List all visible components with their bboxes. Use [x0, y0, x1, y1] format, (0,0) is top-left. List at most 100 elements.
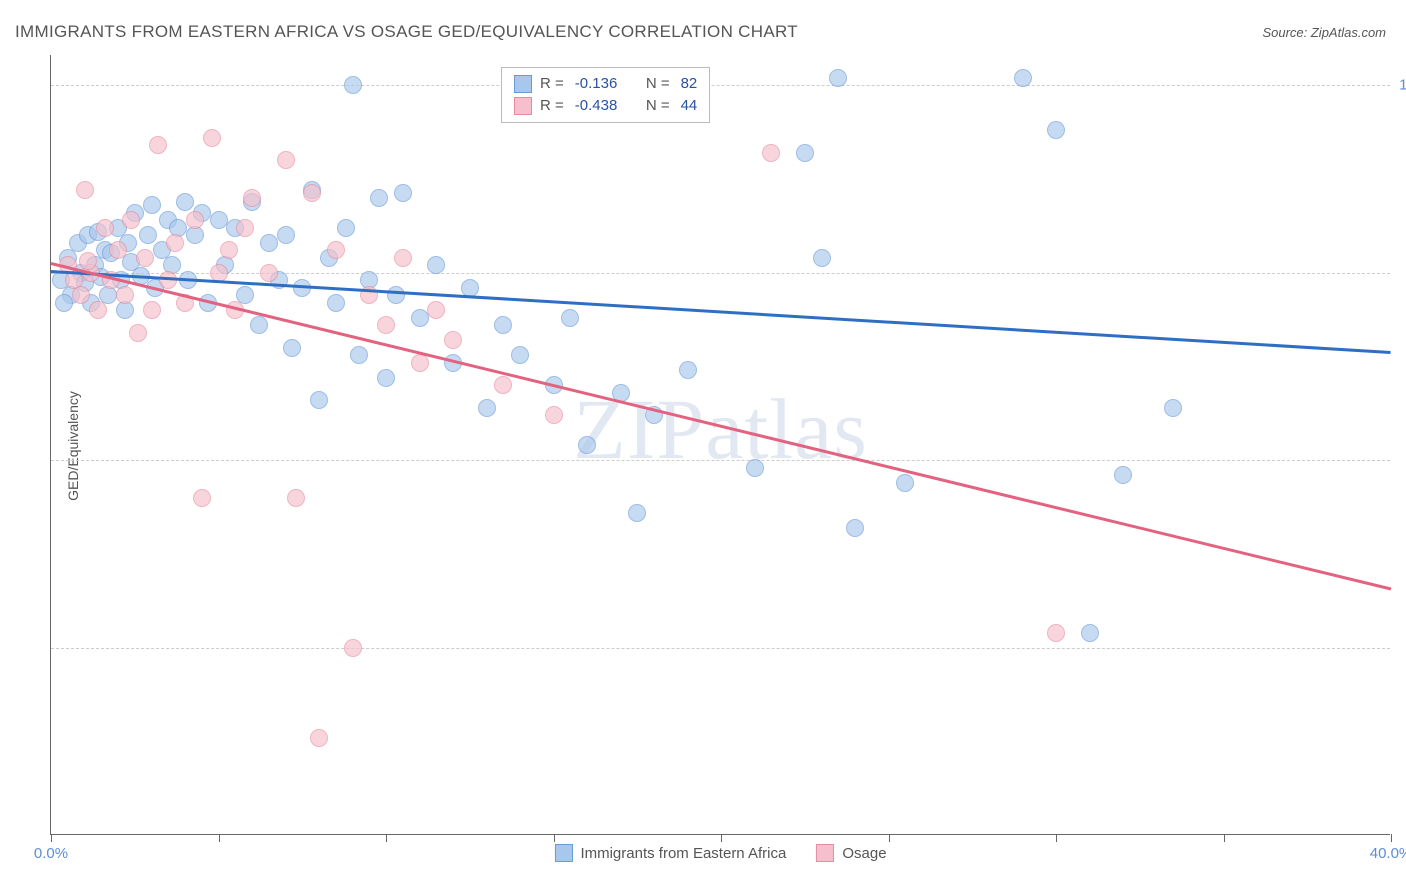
scatter-point: [166, 234, 184, 252]
scatter-point: [139, 226, 157, 244]
legend-swatch: [514, 97, 532, 115]
scatter-point: [220, 241, 238, 259]
scatter-point: [1114, 466, 1132, 484]
scatter-point: [578, 436, 596, 454]
scatter-point: [494, 316, 512, 334]
y-tick-label: 100.0%: [1399, 77, 1406, 94]
scatter-point: [143, 196, 161, 214]
scatter-point: [236, 219, 254, 237]
scatter-point: [411, 309, 429, 327]
x-tick: [1391, 834, 1392, 842]
scatter-point: [143, 301, 161, 319]
scatter-point: [76, 181, 94, 199]
correlation-chart: IMMIGRANTS FROM EASTERN AFRICA VS OSAGE …: [0, 0, 1406, 892]
series-legend-label: Osage: [842, 845, 886, 862]
scatter-point: [116, 286, 134, 304]
scatter-point: [136, 249, 154, 267]
scatter-point: [350, 346, 368, 364]
scatter-point: [96, 219, 114, 237]
x-tick: [1056, 834, 1057, 842]
stats-legend: R = -0.136 N = 82 R = -0.438 N = 44: [501, 67, 710, 123]
scatter-point: [327, 294, 345, 312]
scatter-point: [149, 136, 167, 154]
scatter-point: [310, 391, 328, 409]
scatter-point: [203, 129, 221, 147]
scatter-point: [72, 286, 90, 304]
scatter-point: [327, 241, 345, 259]
scatter-point: [478, 399, 496, 417]
legend-n-value: 82: [681, 73, 698, 95]
scatter-point: [829, 69, 847, 87]
scatter-point: [377, 369, 395, 387]
scatter-point: [79, 252, 97, 270]
scatter-point: [260, 264, 278, 282]
stats-legend-row: R = -0.136 N = 82: [514, 73, 697, 95]
series-legend-item: Immigrants from Eastern Africa: [554, 844, 786, 862]
scatter-point: [1014, 69, 1032, 87]
series-legend-item: Osage: [816, 844, 886, 862]
scatter-point: [796, 144, 814, 162]
scatter-point: [344, 76, 362, 94]
series-legend-label: Immigrants from Eastern Africa: [580, 845, 786, 862]
scatter-point: [762, 144, 780, 162]
legend-swatch: [514, 75, 532, 93]
scatter-point: [494, 376, 512, 394]
scatter-point: [746, 459, 764, 477]
x-tick: [554, 834, 555, 842]
scatter-point: [461, 279, 479, 297]
scatter-point: [511, 346, 529, 364]
scatter-point: [370, 189, 388, 207]
scatter-point: [679, 361, 697, 379]
scatter-point: [411, 354, 429, 372]
scatter-point: [1164, 399, 1182, 417]
series-legend: Immigrants from Eastern Africa Osage: [554, 844, 886, 862]
scatter-point: [444, 331, 462, 349]
scatter-point: [427, 301, 445, 319]
scatter-point: [277, 226, 295, 244]
stats-legend-row: R = -0.438 N = 44: [514, 95, 697, 117]
plot-area: ZIPatlas 62.5%75.0%87.5%100.0%0.0%40.0%R…: [50, 55, 1390, 835]
scatter-point: [896, 474, 914, 492]
scatter-point: [176, 193, 194, 211]
x-tick: [51, 834, 52, 842]
x-tick: [1224, 834, 1225, 842]
scatter-point: [277, 151, 295, 169]
scatter-point: [846, 519, 864, 537]
legend-n-label: N =: [646, 73, 670, 95]
scatter-point: [243, 189, 261, 207]
scatter-point: [122, 211, 140, 229]
legend-n-value: 44: [681, 95, 698, 117]
scatter-point: [545, 406, 563, 424]
scatter-point: [109, 241, 127, 259]
x-tick: [219, 834, 220, 842]
scatter-point: [303, 184, 321, 202]
scatter-point: [628, 504, 646, 522]
scatter-point: [394, 249, 412, 267]
scatter-point: [1047, 624, 1065, 642]
legend-r-value: -0.136: [575, 73, 618, 95]
scatter-point: [377, 316, 395, 334]
scatter-point: [387, 286, 405, 304]
chart-source: Source: ZipAtlas.com: [1262, 25, 1386, 40]
legend-r-value: -0.438: [575, 95, 618, 117]
x-tick: [386, 834, 387, 842]
scatter-point: [89, 301, 107, 319]
legend-swatch: [816, 844, 834, 862]
scatter-point: [193, 489, 211, 507]
scatter-point: [283, 339, 301, 357]
scatter-point: [427, 256, 445, 274]
legend-r-label: R =: [540, 95, 564, 117]
x-tick: [721, 834, 722, 842]
legend-swatch: [554, 844, 572, 862]
x-tick-label: 40.0%: [1370, 845, 1406, 862]
legend-n-label: N =: [646, 95, 670, 117]
scatter-point: [344, 639, 362, 657]
scatter-point: [129, 324, 147, 342]
legend-r-label: R =: [540, 73, 564, 95]
scatter-point: [394, 184, 412, 202]
scatter-point: [250, 316, 268, 334]
scatter-point: [310, 729, 328, 747]
scatter-point: [186, 211, 204, 229]
scatter-point: [337, 219, 355, 237]
scatter-point: [561, 309, 579, 327]
